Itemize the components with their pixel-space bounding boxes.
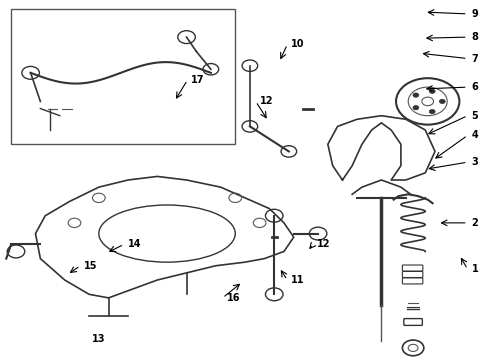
Text: 15: 15 <box>84 261 98 271</box>
Text: 6: 6 <box>471 82 478 92</box>
Text: 8: 8 <box>471 32 478 42</box>
Text: 4: 4 <box>471 130 478 140</box>
Text: 14: 14 <box>128 239 142 249</box>
Text: 16: 16 <box>226 293 240 303</box>
Circle shape <box>429 109 435 114</box>
Text: 7: 7 <box>471 54 478 64</box>
Text: 13: 13 <box>92 334 105 344</box>
Text: 10: 10 <box>291 39 305 49</box>
Text: 9: 9 <box>471 9 478 19</box>
Circle shape <box>413 105 419 110</box>
Bar <box>11 9 235 144</box>
Circle shape <box>429 89 435 93</box>
Text: 12: 12 <box>317 239 331 249</box>
Circle shape <box>413 93 419 97</box>
Text: 12: 12 <box>260 96 273 107</box>
Text: 11: 11 <box>291 275 305 285</box>
Text: 2: 2 <box>471 218 478 228</box>
Text: 17: 17 <box>192 75 205 85</box>
Text: 1: 1 <box>471 264 478 274</box>
Text: 5: 5 <box>471 111 478 121</box>
Text: 3: 3 <box>471 157 478 167</box>
Circle shape <box>440 99 445 104</box>
